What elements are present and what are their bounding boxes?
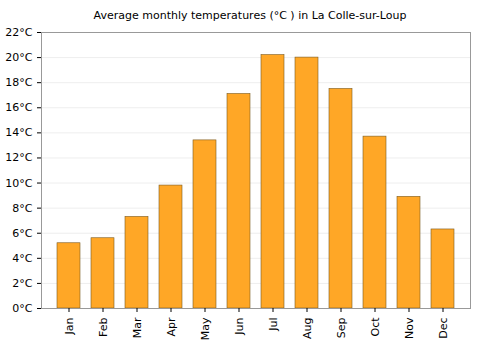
svg-text:8°C: 8°C: [12, 202, 32, 215]
svg-text:10°C: 10°C: [5, 177, 32, 190]
svg-text:Jun: Jun: [233, 317, 246, 335]
svg-text:Nov: Nov: [403, 317, 416, 339]
svg-text:0°C: 0°C: [12, 302, 32, 315]
svg-text:Sep: Sep: [335, 317, 348, 338]
svg-text:4°C: 4°C: [12, 252, 32, 265]
svg-text:12°C: 12°C: [5, 151, 32, 164]
svg-text:Mar: Mar: [131, 317, 144, 338]
svg-text:2°C: 2°C: [12, 277, 32, 290]
svg-text:Feb: Feb: [97, 317, 110, 336]
svg-text:20°C: 20°C: [5, 51, 32, 64]
svg-text:16°C: 16°C: [5, 101, 32, 114]
svg-text:Apr: Apr: [165, 317, 178, 337]
svg-text:Jan: Jan: [63, 317, 76, 335]
svg-text:Jul: Jul: [267, 318, 280, 332]
html-text:Average monthly temperatures (: Average monthly temperatures (°C ) in La…: [93, 9, 407, 22]
svg-text:18°C: 18°C: [5, 76, 32, 89]
svg-text:14°C: 14°C: [5, 126, 32, 139]
svg-text:22°C: 22°C: [5, 26, 32, 39]
svg-text:Aug: Aug: [301, 318, 314, 339]
svg-text:Oct: Oct: [369, 317, 382, 337]
svg-text:May: May: [199, 317, 212, 340]
svg-text:Dec: Dec: [437, 318, 450, 339]
svg-text:6°C: 6°C: [12, 227, 32, 240]
